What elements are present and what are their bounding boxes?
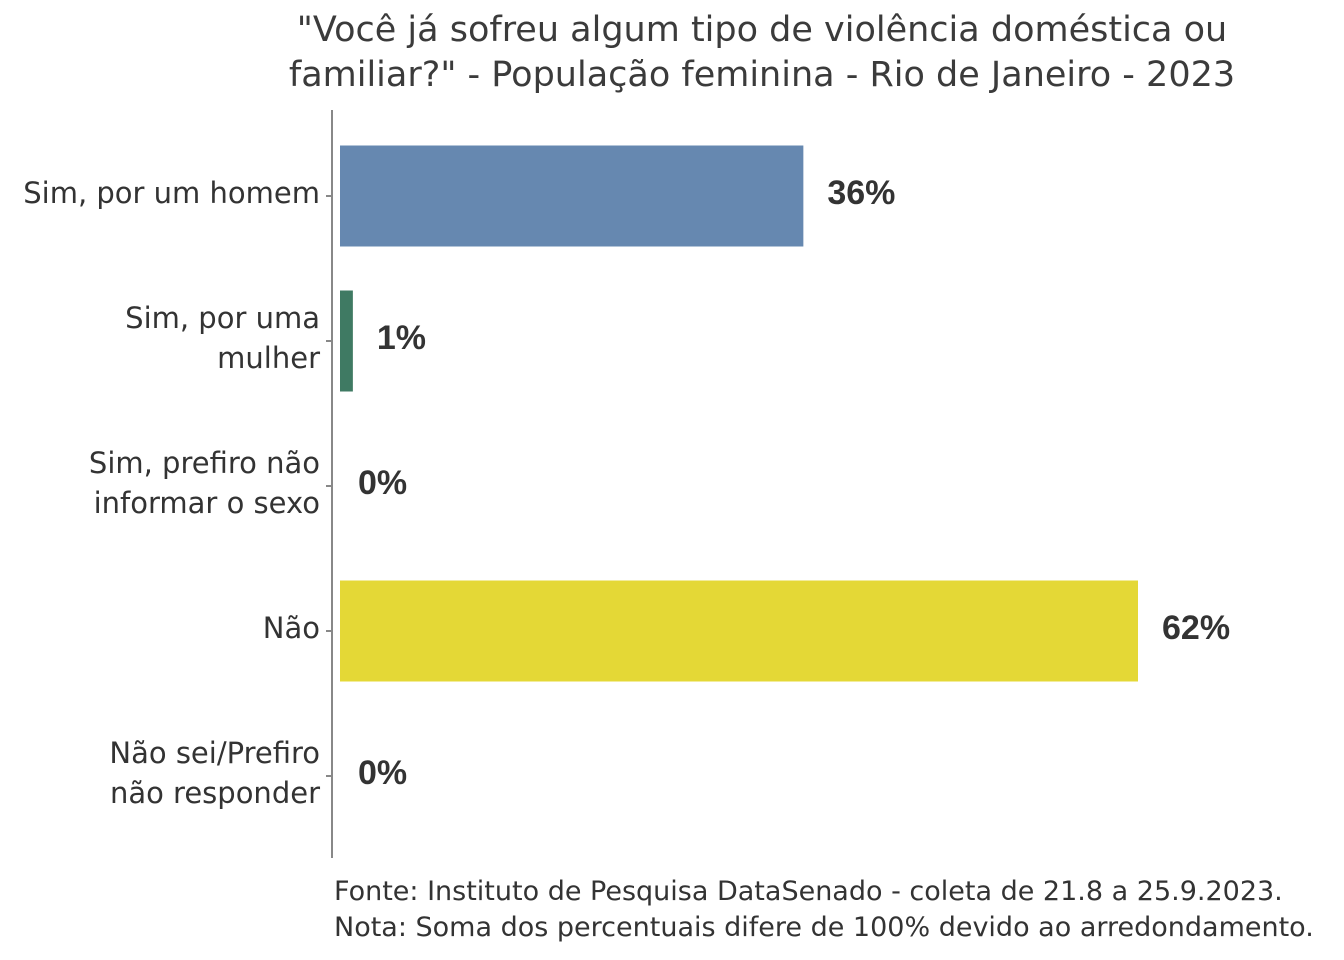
chart-title-line-1: "Você já sofreu algum tipo de violência … [296, 10, 1228, 50]
category-label-2: Sim, prefiro não informar o sexo [0, 443, 320, 523]
category-label-3: Não [0, 608, 320, 648]
category-label-2-line-0: Sim, prefiro não [88, 446, 320, 480]
category-label-1-line-1: mulher [217, 341, 320, 375]
value-label-2: 0% [358, 464, 408, 502]
value-label-0: 36% [827, 174, 896, 212]
bar-1 [340, 290, 353, 392]
category-label-4-line-0: Não sei/Prefiro [109, 736, 320, 770]
bar-3 [340, 580, 1138, 682]
rounding-note: Nota: Soma dos percentuais difere de 100… [334, 912, 1314, 943]
category-label-1: Sim, por uma mulher [0, 298, 320, 378]
value-label-1: 1% [376, 319, 426, 357]
category-label-4: Não sei/Prefiro não responder [0, 733, 320, 813]
source-note: Fonte: Instituto de Pesquisa DataSenado … [334, 876, 1283, 907]
value-label-4: 0% [358, 754, 408, 792]
category-label-4-line-1: não responder [109, 776, 320, 810]
category-label-0: Sim, por um homem [0, 173, 320, 213]
category-label-0-line-0: Sim, por um homem [23, 176, 320, 210]
category-label-2-line-1: informar o sexo [93, 486, 320, 520]
category-label-1-line-0: Sim, por uma [125, 301, 320, 335]
value-label-3: 62% [1162, 609, 1231, 647]
category-label-3-line-0: Não [262, 611, 320, 645]
chart-title-line-2: familiar?" - População feminina - Rio de… [288, 55, 1236, 95]
bar-0 [340, 145, 804, 247]
